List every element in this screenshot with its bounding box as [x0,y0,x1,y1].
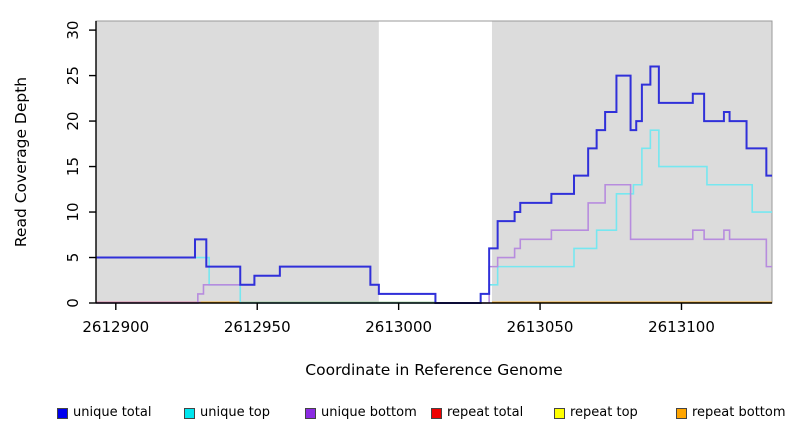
legend-label: unique top [200,405,271,420]
x-tick-label: 2613050 [507,318,574,336]
legend-label: repeat total [447,405,524,420]
legend-swatch-unique-top [184,408,195,419]
legend-label: repeat top [570,405,638,420]
y-tick-label: 20 [64,112,82,131]
chart-canvas: 2612900 2612950 2613000 2613050 2613100 0 5 10… [12,20,773,379]
x-tick-label: 2612900 [82,318,149,336]
y-tick-label: 25 [64,66,82,85]
legend-swatch-repeat-bottom [676,408,687,419]
legend-label: repeat bottom [692,405,786,420]
y-tick-label: 5 [64,253,82,263]
x-axis-title: Coordinate in Reference Genome [305,361,562,379]
gap-highlight-band [378,21,492,303]
legend-label: unique bottom [321,405,417,420]
y-tick-label: 10 [64,202,82,221]
legend-swatch-unique-bottom [305,408,316,419]
y-tick-label: 30 [64,21,82,40]
y-axis-title: Read Coverage Depth [12,77,30,247]
y-tick-label: 0 [64,298,82,308]
x-axis-ticks: 2612900 2612950 2613000 2613050 2613100 [82,303,715,336]
legend-swatch-unique-total [57,408,68,419]
y-axis-ticks: 0 5 10 15 20 25 30 [64,21,96,308]
chart-legend: unique total unique top unique bottom repea… [0,404,792,428]
y-tick-label: 15 [64,157,82,176]
series-line-unique-total [96,65,772,304]
x-tick-label: 2613000 [365,318,432,336]
legend-swatch-repeat-top [554,408,565,419]
legend-label: unique total [73,405,152,420]
x-tick-label: 2613100 [648,318,715,336]
legend-swatch-repeat-total [431,408,442,419]
x-tick-label: 2612950 [224,318,291,336]
